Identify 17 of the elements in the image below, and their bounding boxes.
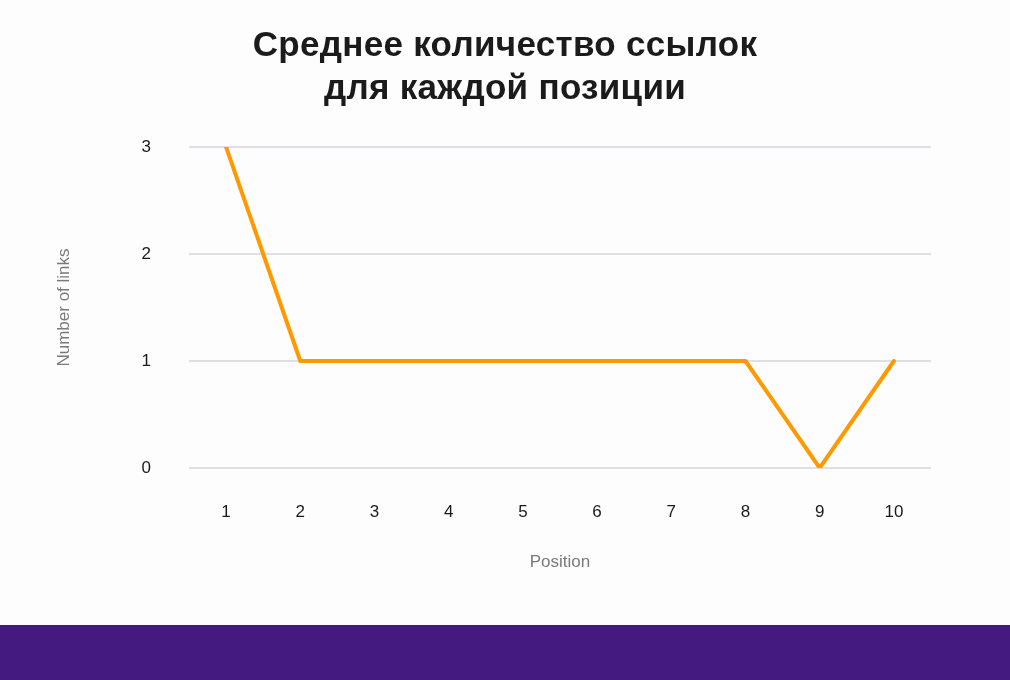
x-tick-label: 5 [518, 501, 528, 521]
y-tick-label: 3 [141, 136, 151, 156]
x-tick-label: 6 [592, 501, 602, 521]
x-axis-title: Position [529, 552, 591, 572]
x-tick-label: 7 [666, 501, 677, 521]
x-tick-label: 4 [443, 501, 454, 521]
chart-title: Среднее количество ссылок для каждой позиции [251, 23, 759, 108]
x-tick-label: 1 [221, 501, 231, 521]
x-tick-label: 2 [295, 501, 306, 521]
x-tick-label: 8 [740, 501, 751, 521]
x-tick-label: 9 [814, 501, 825, 521]
y-tick-label: 1 [141, 350, 151, 370]
x-tick-label: 10 [884, 501, 904, 521]
x-tick-label: 3 [369, 501, 380, 521]
y-axis-title: Number of links [53, 248, 73, 367]
y-tick-label: 2 [141, 243, 151, 263]
y-tick-label: 0 [141, 457, 151, 477]
